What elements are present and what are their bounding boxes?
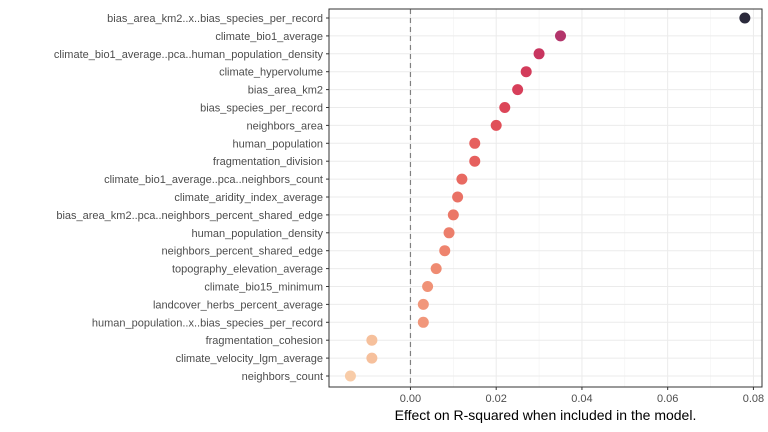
y-tick-label: climate_bio15_minimum	[204, 282, 323, 294]
y-tick-label: bias_species_per_record	[200, 103, 323, 115]
data-point	[469, 137, 481, 149]
data-points	[344, 12, 751, 382]
y-tick-label: human_population..x..bias_species_per_re…	[92, 317, 323, 329]
y-tick-label: human_population	[232, 138, 323, 150]
data-point	[443, 227, 455, 239]
major-grid	[329, 9, 762, 387]
x-tick-label: 0.02	[485, 393, 506, 405]
y-tick-label: bias_area_km2..pca..neighbors_percent_sh…	[56, 210, 323, 222]
data-point	[430, 263, 442, 275]
y-tick-label: climate_aridity_index_average	[174, 192, 323, 204]
x-tick-label: 0.06	[657, 393, 678, 405]
data-point	[422, 281, 434, 292]
data-point	[469, 155, 481, 167]
y-tick-label: neighbors_percent_shared_edge	[162, 246, 323, 258]
data-point	[417, 316, 429, 328]
y-tick-label: fragmentation_cohesion	[206, 335, 323, 347]
y-tick-label: bias_area_km2..x..bias_species_per_recor…	[107, 13, 323, 25]
x-tick-label: 0.08	[743, 393, 764, 405]
y-tick-label: landcover_herbs_percent_average	[153, 299, 323, 311]
x-axis-title: Effect on R-squared when included in the…	[395, 407, 697, 423]
y-tick-label: climate_bio1_average..pca..neighbors_cou…	[104, 174, 323, 186]
y-tick-label: climate_hypervolume	[219, 67, 323, 79]
data-point	[499, 102, 511, 113]
y-axis-ticks	[326, 17, 329, 377]
data-point	[452, 191, 464, 203]
data-point	[344, 370, 356, 382]
data-point	[490, 119, 502, 131]
x-tick-label: 0.00	[400, 393, 421, 405]
data-point	[439, 245, 451, 257]
data-point	[520, 66, 532, 78]
x-tick-label: 0.04	[571, 393, 592, 405]
y-tick-label: human_population_density	[192, 228, 324, 240]
x-axis-labels: 0.00 0.02 0.04 0.06 0.08	[400, 393, 764, 405]
data-point	[417, 298, 429, 310]
y-tick-label: bias_area_km2	[248, 85, 323, 97]
data-point	[739, 12, 751, 24]
y-tick-label: climate_bio1_average..pca..human_populat…	[54, 49, 324, 61]
y-tick-label: topography_elevation_average	[172, 264, 323, 276]
data-point	[447, 209, 459, 221]
y-tick-label: climate_bio1_average	[215, 31, 323, 43]
data-point	[555, 30, 567, 42]
y-tick-label: neighbors_count	[242, 371, 323, 383]
y-axis-labels: bias_area_km2..x..bias_species_per_recor…	[54, 13, 324, 383]
y-tick-label: climate_velocity_lgm_average	[176, 353, 323, 365]
data-point	[366, 334, 378, 346]
y-tick-label: neighbors_area	[247, 120, 324, 132]
data-point	[533, 48, 545, 60]
x-axis-ticks	[409, 387, 754, 390]
data-point	[456, 173, 468, 185]
y-tick-label: fragmentation_division	[213, 156, 323, 168]
data-point	[512, 84, 524, 96]
data-point	[366, 352, 378, 364]
panel-border	[328, 8, 763, 388]
